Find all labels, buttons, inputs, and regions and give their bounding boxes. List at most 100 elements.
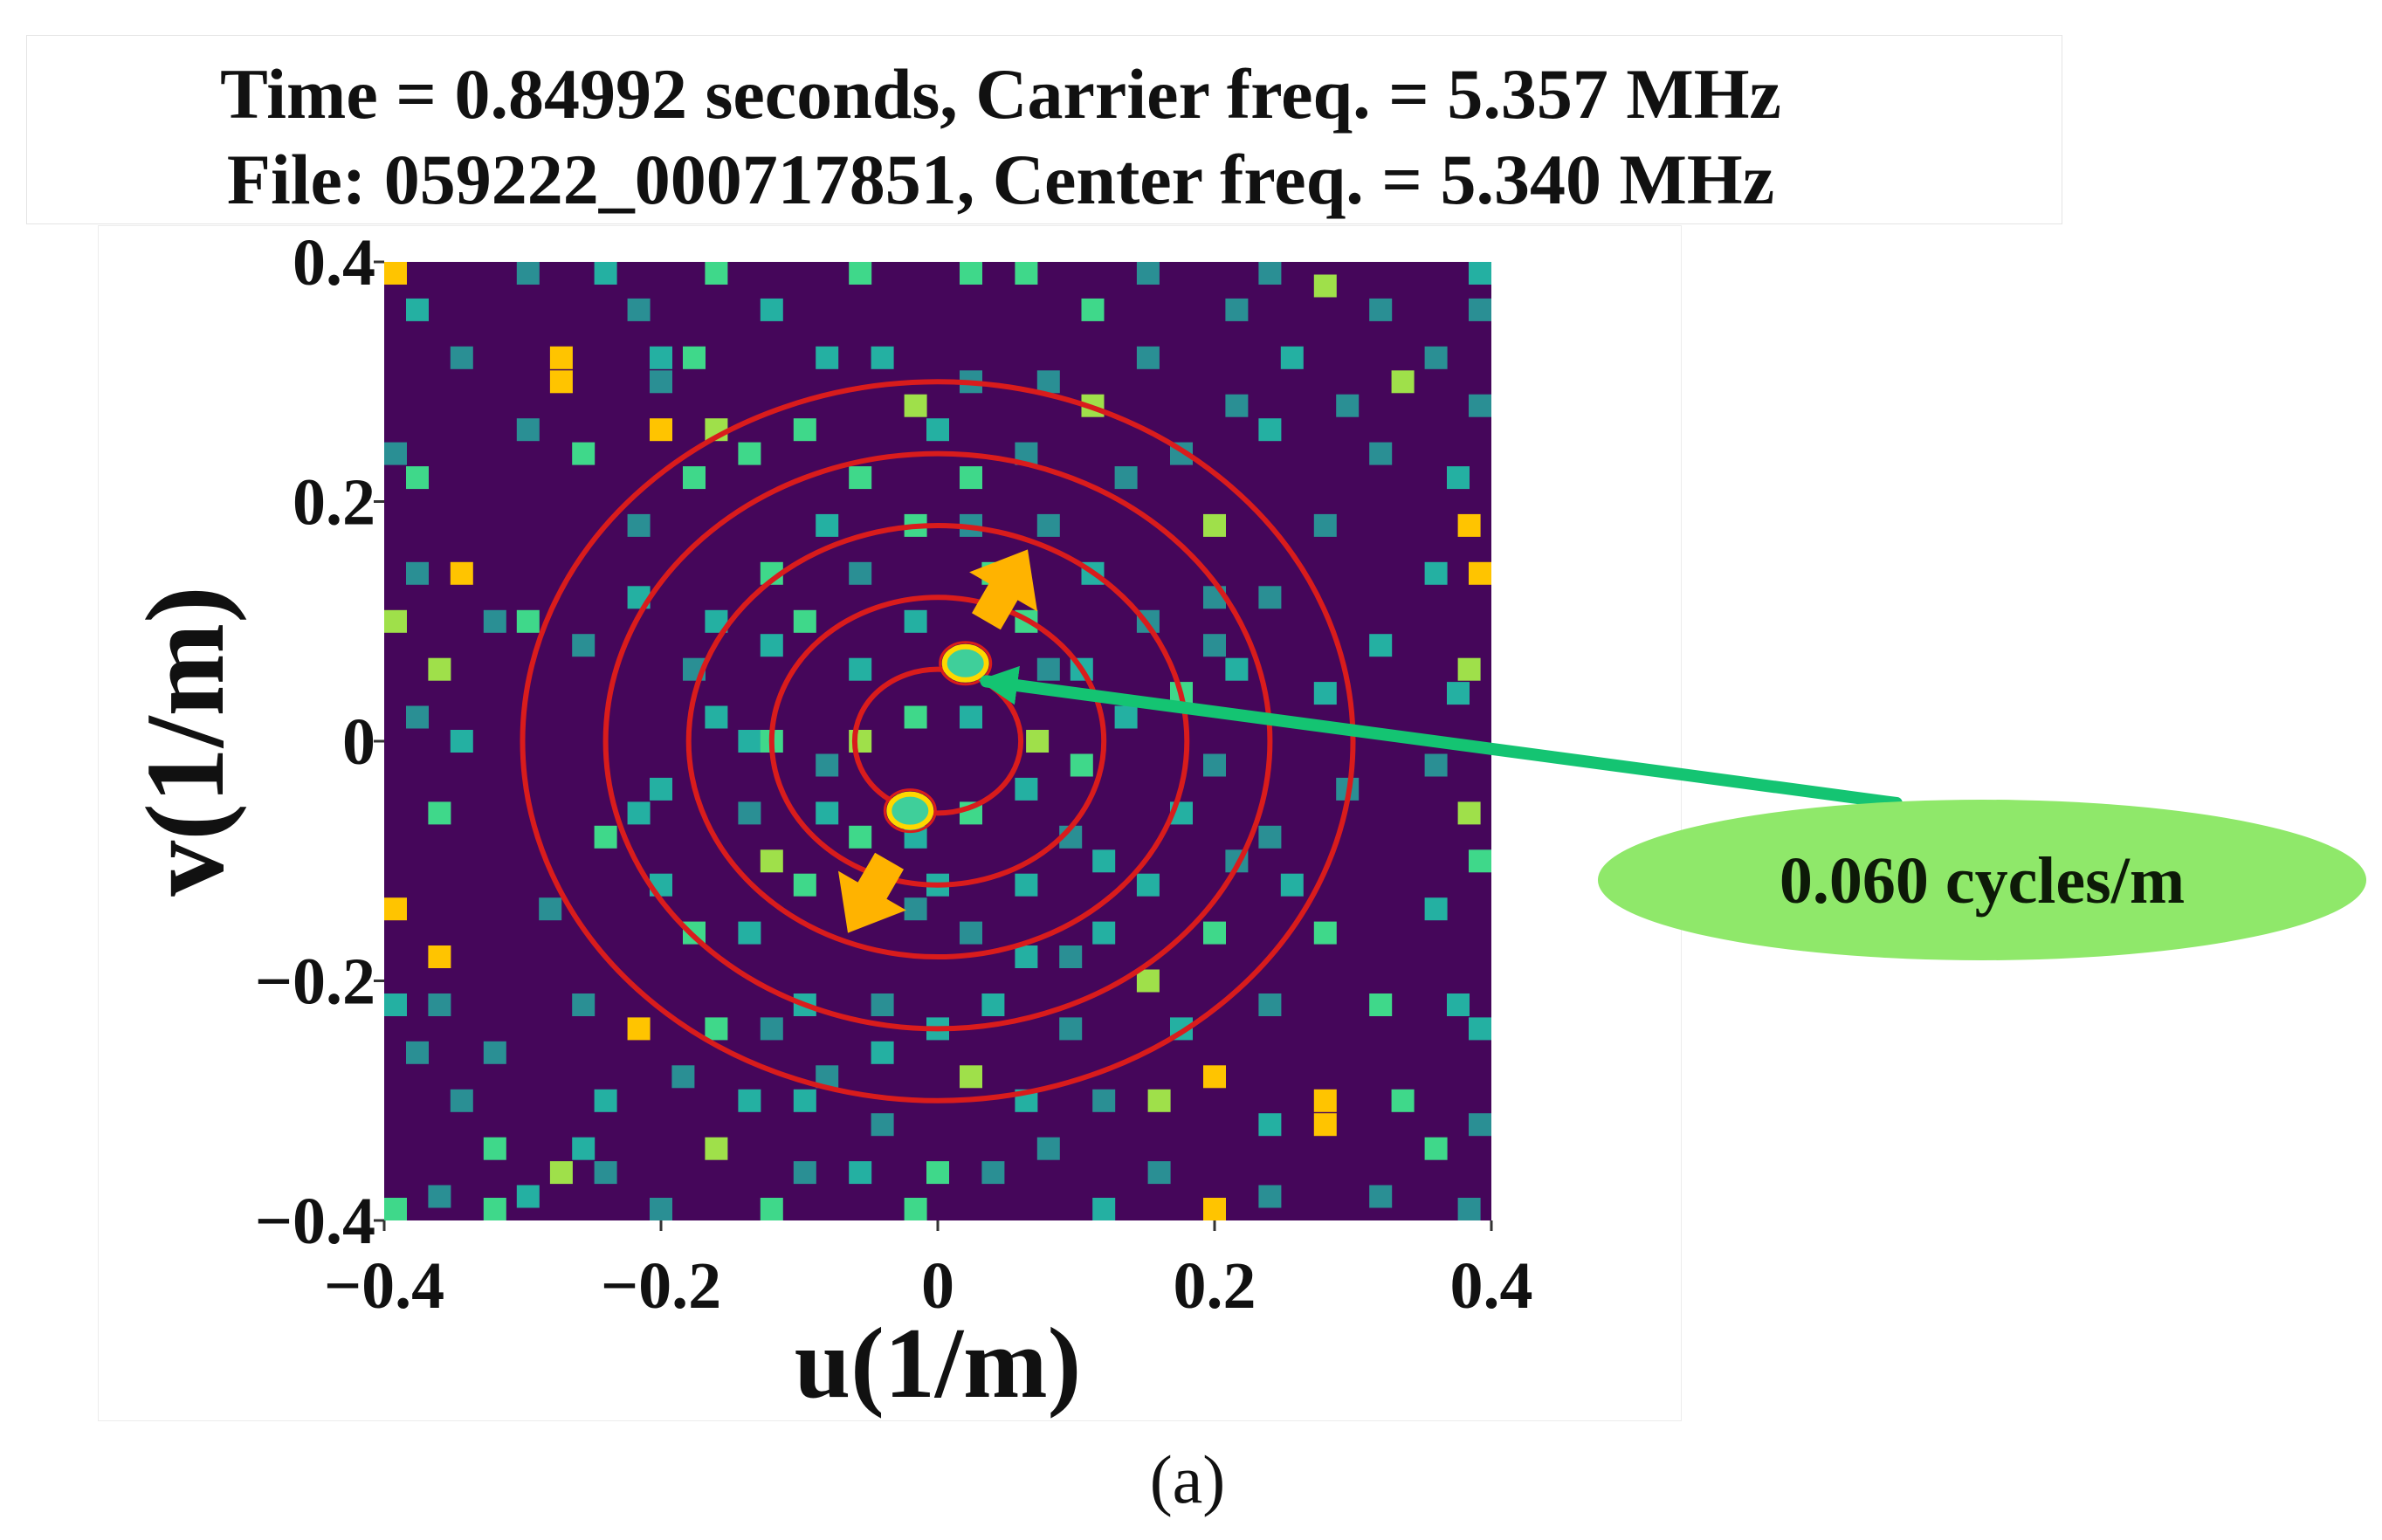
heatmap-cell-98 bbox=[904, 609, 927, 633]
heatmap-cell-84 bbox=[793, 1089, 816, 1112]
heatmap-cell-44 bbox=[627, 513, 651, 537]
heatmap-cell-138 bbox=[1092, 849, 1116, 873]
heatmap-cell-142 bbox=[1114, 466, 1138, 490]
x-axis-label: u(1/m) bbox=[795, 1308, 1082, 1420]
heatmap-cell-205 bbox=[1469, 849, 1491, 873]
subfigure-label: (a) bbox=[1149, 1441, 1226, 1517]
heatmap-cell-49 bbox=[627, 1017, 651, 1041]
heatmap-cell-15 bbox=[384, 993, 407, 1016]
heatmap-cell-170 bbox=[1258, 825, 1282, 849]
heatmap-cell-199 bbox=[1469, 298, 1491, 321]
peak-outline bbox=[883, 788, 937, 834]
heatmap-cell-147 bbox=[1136, 873, 1160, 897]
heatmap-cell-28 bbox=[572, 442, 596, 465]
heatmap-cell-183 bbox=[1369, 298, 1393, 321]
heatmap-cell-172 bbox=[1258, 1185, 1282, 1208]
heatmap-cell-184 bbox=[1369, 442, 1393, 465]
heatmap-cell-99 bbox=[904, 705, 927, 729]
heatmap-cell-143 bbox=[1114, 705, 1138, 729]
heatmap-cell-185 bbox=[1369, 634, 1393, 657]
heatmap-cell-22 bbox=[483, 1041, 506, 1064]
heatmap-cell-164 bbox=[1225, 657, 1249, 681]
heatmap-cell-77 bbox=[793, 418, 816, 442]
heatmap-cell-167 bbox=[1258, 262, 1282, 285]
heatmap-cell-50 bbox=[671, 1065, 695, 1089]
peak-marker-1 bbox=[939, 641, 993, 686]
heatmap-cell-24 bbox=[516, 262, 540, 285]
heatmap-cell-158 bbox=[1203, 753, 1226, 777]
heatmap-cell-191 bbox=[1424, 561, 1448, 585]
heatmap-cell-113 bbox=[960, 921, 982, 945]
contour-ring-5 bbox=[520, 379, 1356, 1103]
heatmap-cell-106 bbox=[926, 1161, 949, 1185]
heatmap-cell-174 bbox=[1280, 873, 1304, 897]
direction-arrow-2 bbox=[838, 852, 906, 933]
heatmap-cell-118 bbox=[1015, 262, 1038, 285]
heatmap-cell-51 bbox=[650, 1198, 672, 1220]
heatmap-cell-33 bbox=[572, 993, 596, 1016]
heatmap-cell-148 bbox=[1136, 969, 1160, 993]
heatmap-cell-93 bbox=[871, 993, 894, 1016]
heatmap-cell-73 bbox=[760, 1017, 783, 1041]
heatmap-cell-86 bbox=[849, 466, 872, 490]
heatmap-cell-62 bbox=[738, 801, 761, 825]
heatmap-cell-122 bbox=[1026, 730, 1050, 753]
heatmap-cell-17 bbox=[450, 1089, 473, 1112]
x-tick-label: −0.4 bbox=[324, 1249, 444, 1323]
heatmap-cell-109 bbox=[960, 466, 982, 490]
heatmap-cell-85 bbox=[849, 262, 872, 285]
heatmap-cell-188 bbox=[1391, 370, 1415, 394]
heatmap-cell-103 bbox=[926, 418, 949, 442]
peak-ring bbox=[941, 643, 989, 683]
heatmap-cell-198 bbox=[1469, 262, 1491, 285]
heatmap-cell-75 bbox=[793, 1161, 816, 1185]
heatmap-cell-82 bbox=[793, 873, 816, 897]
heatmap-cell-41 bbox=[650, 346, 672, 369]
heatmap-cell-12 bbox=[428, 801, 451, 825]
heatmap-cell-159 bbox=[1203, 921, 1226, 945]
heatmap-cell-207 bbox=[1469, 1113, 1491, 1137]
axis-ticks: −0.4 −0.2 0 0.2 0.4 −0.4 −0.2 0 0.2 0.4 bbox=[255, 226, 1533, 1323]
heatmap-cell-78 bbox=[816, 513, 839, 537]
heatmap-cell-117 bbox=[981, 993, 1005, 1016]
heatmap-cell-203 bbox=[1457, 657, 1481, 681]
heatmap-cell-102 bbox=[904, 1198, 927, 1220]
heatmap-cell-150 bbox=[1147, 1161, 1171, 1185]
heatmap-cell-39 bbox=[594, 1089, 617, 1112]
heatmap-cell-36 bbox=[572, 1137, 596, 1160]
heatmap-cell-6 bbox=[406, 561, 429, 585]
heatmap-cell-54 bbox=[705, 262, 728, 285]
heatmap-cell-25 bbox=[516, 418, 540, 442]
heatmap-cell-187 bbox=[1369, 1185, 1393, 1208]
heatmap-cell-169 bbox=[1258, 586, 1282, 609]
heatmap-cell-67 bbox=[760, 298, 783, 321]
heatmap-cell-189 bbox=[1391, 1089, 1415, 1112]
heatmap-cell-29 bbox=[516, 609, 540, 633]
heatmap-cell-92 bbox=[871, 346, 894, 369]
heatmap-cell-21 bbox=[384, 1198, 407, 1220]
heatmap-cell-20 bbox=[428, 1185, 451, 1208]
heatmap-cell-202 bbox=[1469, 561, 1491, 585]
heatmap-cell-38 bbox=[627, 298, 651, 321]
peak-outline bbox=[939, 641, 993, 686]
heatmap-cell-162 bbox=[1225, 298, 1249, 321]
peak-markers bbox=[883, 641, 993, 834]
heatmap-cell-107 bbox=[960, 262, 982, 285]
heatmap-cell-47 bbox=[627, 801, 651, 825]
heatmap-cell-178 bbox=[1313, 921, 1337, 945]
heatmap-cell-166 bbox=[1258, 993, 1282, 1016]
heatmap-cell-23 bbox=[483, 1198, 506, 1220]
heatmap-cell-88 bbox=[849, 657, 872, 681]
heatmap-cell-60 bbox=[705, 705, 728, 729]
heatmap-cell-0 bbox=[384, 262, 407, 285]
heatmap-cell-16 bbox=[428, 993, 451, 1016]
heatmap-cell-115 bbox=[981, 1161, 1005, 1185]
heatmap-cell-200 bbox=[1469, 394, 1491, 417]
y-tick-label: −0.2 bbox=[255, 945, 375, 1019]
heatmap-cell-26 bbox=[549, 346, 573, 369]
heatmap-cell-155 bbox=[1203, 513, 1226, 537]
heatmap-cell-27 bbox=[549, 370, 573, 394]
direction-arrow-1 bbox=[969, 549, 1037, 630]
y-tick-label: 0.2 bbox=[293, 466, 375, 540]
